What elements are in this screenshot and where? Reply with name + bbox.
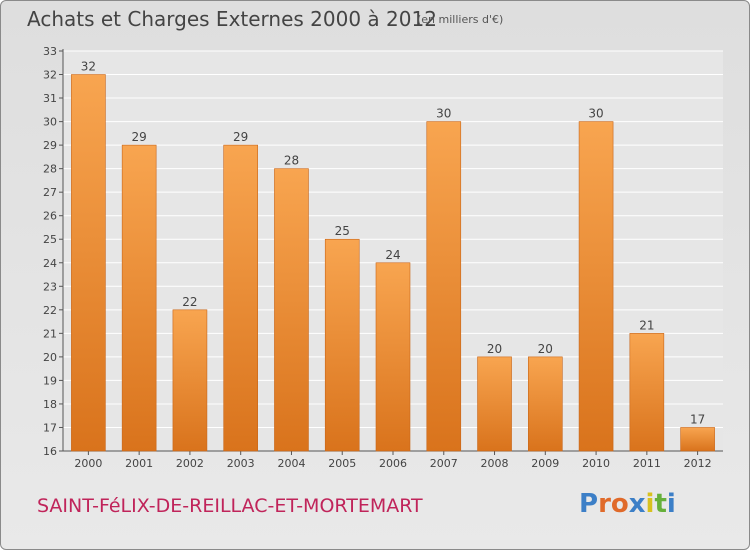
- bar: [375, 262, 411, 452]
- y-tick-label: 30: [43, 116, 57, 129]
- data-label: 24: [385, 248, 400, 262]
- logo-letter: o: [610, 489, 629, 519]
- x-tick-label: 2008: [481, 457, 509, 470]
- bar: [121, 144, 157, 452]
- logo-letter: P: [579, 489, 599, 519]
- data-label: 32: [81, 60, 96, 74]
- data-label: 25: [335, 224, 350, 238]
- data-label: 30: [436, 107, 451, 121]
- y-tick-label: 19: [43, 374, 57, 387]
- data-label: 29: [132, 130, 147, 144]
- y-tick-label: 29: [43, 139, 57, 152]
- bar: [528, 356, 563, 452]
- y-tick-label: 26: [43, 210, 57, 223]
- y-tick-label: 31: [43, 92, 57, 105]
- logo-letter: x: [628, 489, 646, 519]
- bar: [324, 238, 360, 452]
- y-tick-label: 18: [43, 398, 57, 411]
- chart-title: Achats et Charges Externes 2000 à 2012: [27, 7, 437, 31]
- y-tick-label: 32: [43, 69, 57, 82]
- commune-name: SAINT-FéLIX-DE-REILLAC-ET-MORTEMART: [37, 495, 423, 517]
- bar: [71, 74, 106, 452]
- x-tick-label: 2011: [633, 457, 661, 470]
- logo-letter: t: [654, 489, 667, 519]
- y-tick-label: 25: [43, 233, 57, 246]
- y-tick-label: 20: [43, 351, 57, 364]
- data-label: 17: [690, 412, 705, 426]
- data-label: 30: [588, 107, 603, 121]
- data-label: 21: [639, 318, 654, 332]
- x-tick-label: 2010: [582, 457, 610, 470]
- x-tick-label: 2002: [176, 457, 204, 470]
- x-tick-label: 2004: [277, 457, 305, 470]
- x-tick-label: 2003: [227, 457, 255, 470]
- y-tick-label: 22: [43, 304, 57, 317]
- proxiti-logo[interactable]: Proxiti: [579, 489, 676, 519]
- logo-letter: r: [598, 489, 611, 519]
- bar: [172, 309, 208, 452]
- y-tick-label: 27: [43, 186, 57, 199]
- labels: 32 2000 29 2001 22 2002 29 2003 28 2004 25 2005 24 20…: [74, 60, 711, 470]
- bars: [71, 74, 715, 452]
- bar: [477, 356, 512, 452]
- x-tick-label: 2000: [74, 457, 102, 470]
- data-label: 20: [538, 342, 553, 356]
- x-tick-label: 2007: [430, 457, 458, 470]
- data-label: 22: [182, 295, 197, 309]
- y-tick-label: 24: [43, 257, 57, 270]
- y-tick-label: 17: [43, 421, 57, 434]
- y-tick-label: 23: [43, 280, 57, 293]
- data-label: 29: [233, 130, 248, 144]
- data-label: 28: [284, 154, 299, 168]
- logo-letter: i: [666, 489, 676, 519]
- bar: [680, 427, 715, 452]
- bar: [629, 333, 665, 452]
- x-tick-label: 2006: [379, 457, 407, 470]
- bar: [578, 121, 614, 452]
- x-tick-label: 2005: [328, 457, 356, 470]
- bar: [426, 121, 462, 452]
- y-tick-label: 21: [43, 327, 57, 340]
- axes: 16 17 18 19 20 21 22 23 24 25 26 27 28 29 30 31 32 33: [43, 45, 723, 458]
- bar: [223, 144, 258, 452]
- x-tick-label: 2012: [684, 457, 712, 470]
- y-tick-label: 16: [43, 445, 57, 458]
- bar: [274, 168, 309, 452]
- y-tick-label: 28: [43, 163, 57, 176]
- x-tick-label: 2001: [125, 457, 153, 470]
- chart-subtitle: (en milliers d'€): [417, 13, 504, 26]
- y-tick-label: 33: [43, 45, 57, 58]
- logo-letter: i: [645, 489, 655, 519]
- x-tick-label: 2009: [531, 457, 559, 470]
- data-label: 20: [487, 342, 502, 356]
